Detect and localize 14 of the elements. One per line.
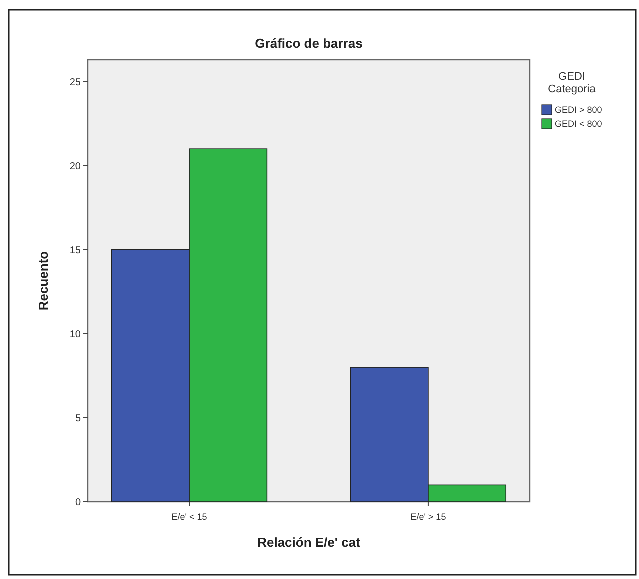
y-tick-label: 20 [70, 161, 82, 172]
y-axis-title: Recuento [36, 251, 51, 311]
y-tick-label: 15 [70, 245, 82, 256]
chart-title: Gráfico de barras [255, 36, 363, 51]
x-axis-title: Relación E/e' cat [258, 535, 362, 550]
legend-label: GEDI < 800 [555, 119, 602, 130]
y-tick-label: 5 [75, 413, 82, 424]
y-tick-label: 25 [70, 77, 82, 88]
legend-title: GEDI Categoria [548, 71, 597, 96]
y-tick-label: 10 [70, 329, 82, 340]
legend-label: GEDI > 800 [555, 105, 602, 116]
x-tick-label: E/e' > 15 [410, 512, 446, 522]
x-tick-label: E/e' < 15 [172, 512, 208, 522]
y-tick-label: 0 [75, 498, 82, 508]
